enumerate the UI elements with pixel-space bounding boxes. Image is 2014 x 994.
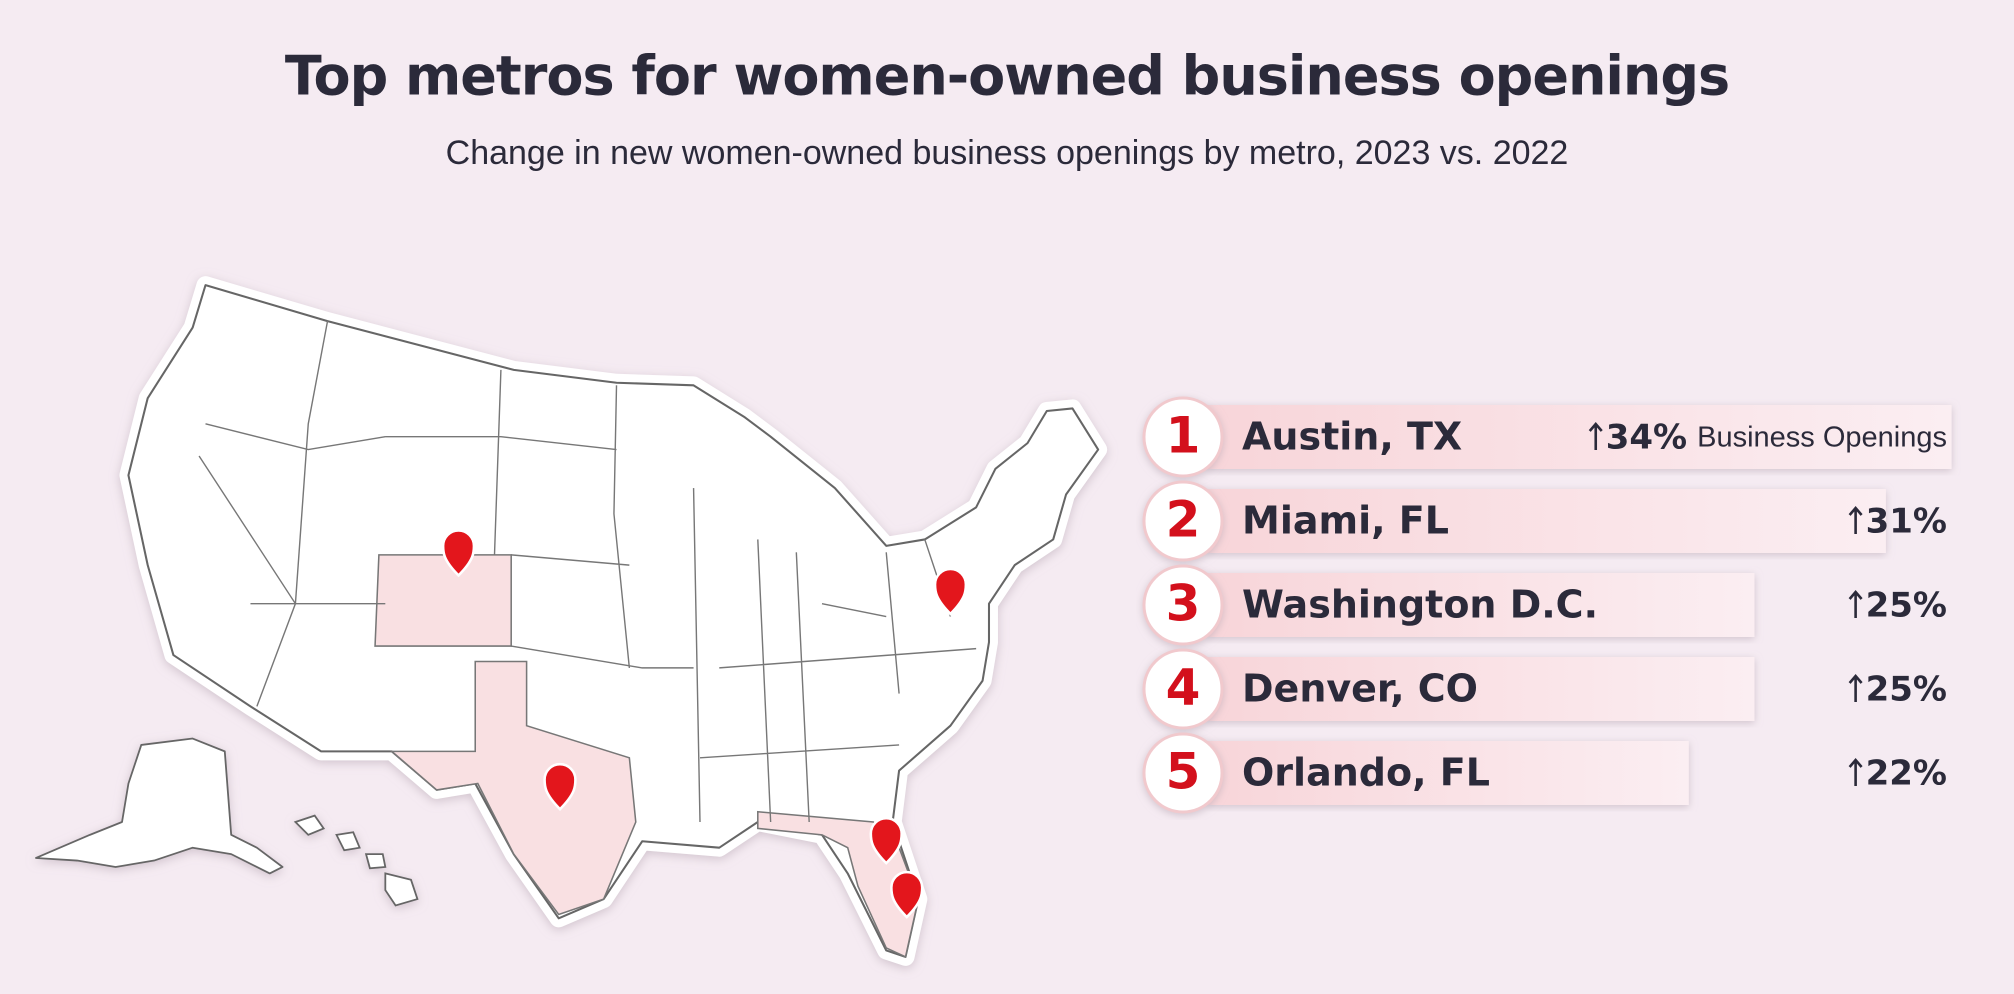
up-arrow	[1848, 506, 1863, 534]
up-arrow	[1848, 758, 1863, 786]
rank-badge	[1142, 732, 1224, 814]
us-map	[35, 276, 1108, 966]
value-label: 34%	[1606, 418, 1687, 458]
state-lines	[198, 320, 977, 823]
chart-subtitle: Change in new women-owned business openi…	[446, 134, 1569, 172]
rank-number: 4	[1166, 659, 1201, 717]
metro-name: Denver, CO	[1242, 667, 1478, 711]
texas	[389, 660, 637, 916]
rank-badge	[1142, 396, 1224, 478]
up-arrow	[1848, 590, 1863, 618]
rank-badge	[1142, 564, 1224, 646]
up-arrow	[1588, 422, 1603, 450]
rank-badge	[1142, 480, 1224, 562]
value-label: 22%	[1866, 754, 1947, 794]
rank-badge	[1142, 648, 1224, 730]
rank-number: 3	[1166, 575, 1201, 633]
up-arrow	[1848, 674, 1863, 702]
alaska	[35, 737, 284, 875]
metro-name: Washington D.C.	[1242, 583, 1598, 627]
colorado	[374, 554, 512, 647]
bar	[1207, 657, 1755, 721]
bar	[1207, 573, 1755, 637]
chart-title: Top metros for women-owned business open…	[285, 45, 1729, 108]
metro-name: Orlando, FL	[1242, 751, 1490, 795]
value-note: Business Openings	[1697, 422, 1947, 454]
value-label: 25%	[1866, 670, 1947, 710]
rank-number: 5	[1166, 743, 1201, 801]
rank-number: 1	[1166, 407, 1201, 465]
map-pins	[441, 529, 968, 919]
metro-name: Austin, TX	[1242, 415, 1462, 459]
bar	[1207, 405, 1952, 469]
hawaii	[293, 814, 419, 907]
ranking-list: 1 Austin, TX Business Openings 34% 2 Miami, F…	[1142, 396, 1952, 814]
value-label: 31%	[1866, 502, 1947, 542]
metro-name: Miami, FL	[1242, 499, 1449, 543]
value-label: 25%	[1866, 586, 1947, 626]
rank-number: 2	[1166, 491, 1201, 549]
bar	[1207, 741, 1689, 805]
bar	[1207, 489, 1886, 553]
lower-48-outline	[127, 284, 1100, 958]
